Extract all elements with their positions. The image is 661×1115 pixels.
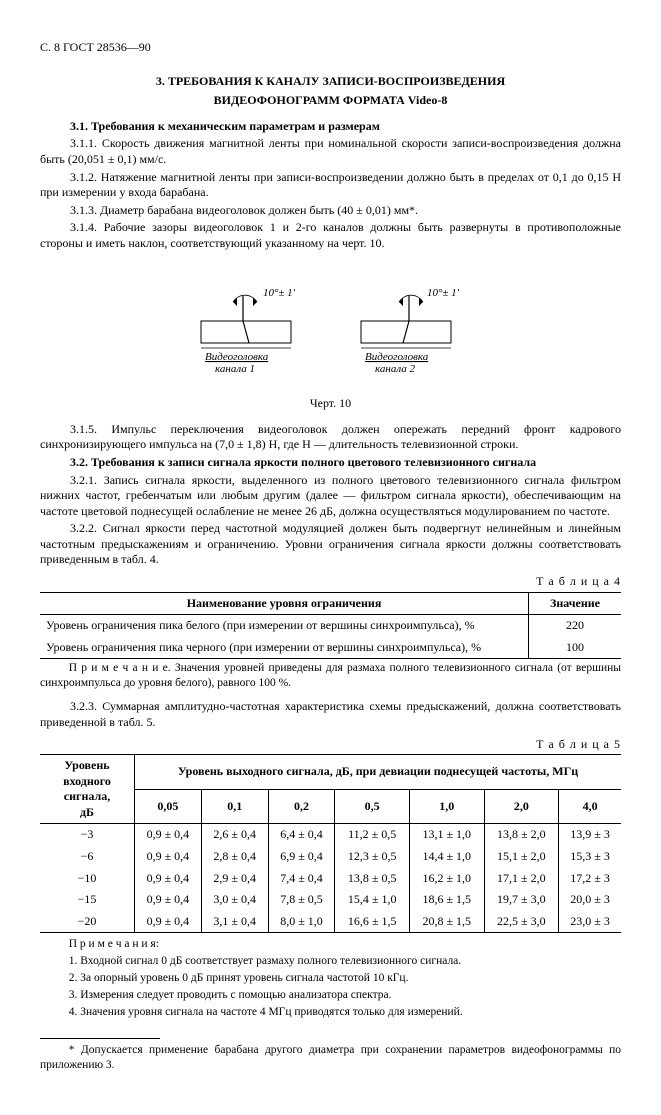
t5-cell: 7,4 ± 0,4 [268,868,335,890]
table-row: −30,9 ± 0,42,6 ± 0,46,4 ± 0,411,2 ± 0,51… [40,824,621,846]
para-3-2-2: 3.2.2. Сигнал яркости перед частотной мо… [40,521,621,568]
t5-cell: 2,6 ± 0,4 [201,824,268,846]
figure-caption: Черт. 10 [40,396,621,412]
t5-n3: 3. Измерения следует проводить с помощью… [40,988,621,1003]
t5-f1: 0,1 [201,789,268,824]
t5-cell: 16,2 ± 1,0 [409,868,484,890]
t5-cell: 22,5 ± 3,0 [484,911,559,933]
angle-label-left: 10°± 1′ [263,287,296,299]
t5-level: −15 [40,889,135,911]
t5-cell: 11,2 ± 0,5 [335,824,410,846]
t5-f3: 0,5 [335,789,410,824]
fig-label1a: Видеоголовка [205,351,269,363]
t5-cell: 7,8 ± 0,5 [268,889,335,911]
t5-n1: 1. Входной сигнал 0 дБ соответствует раз… [40,954,621,969]
t5-f5: 2,0 [484,789,559,824]
t5-notes-head: П р и м е ч а н и я: [40,937,621,952]
t5-cell: 16,6 ± 1,5 [335,911,410,933]
table-row: −60,9 ± 0,42,8 ± 0,46,9 ± 0,412,3 ± 0,51… [40,846,621,868]
table-row: Уровень ограничения пика черного (при из… [40,637,621,659]
t5-level: −6 [40,846,135,868]
t5-cell: 12,3 ± 0,5 [335,846,410,868]
t5-notes: П р и м е ч а н и я: 1. Входной сигнал 0… [40,937,621,1020]
t5-cell: 17,2 ± 3 [559,868,621,890]
t4-v1: 220 [529,615,622,637]
para-3-1-3: 3.1.3. Диаметр барабана видеоголовок дол… [40,203,621,219]
t5-cell: 14,4 ± 1,0 [409,846,484,868]
t4-h1: Наименование уровня ограничения [40,592,529,615]
para-3-1-1: 3.1.1. Скорость движения магнитной ленты… [40,136,621,167]
para-3-1-5: 3.1.5. Импульс переключения видеоголовок… [40,422,621,453]
page-header: С. 8 ГОСТ 28536—90 [40,40,621,56]
t5-f6: 4,0 [559,789,621,824]
table-row: −200,9 ± 0,43,1 ± 0,48,0 ± 1,016,6 ± 1,5… [40,911,621,933]
t5-cell: 0,9 ± 0,4 [135,824,202,846]
t5-cell: 0,9 ± 0,4 [135,889,202,911]
figure-10: 10°± 1′ Видеоголовка канала 1 10°± 1′ Ви… [40,266,621,412]
t5-cell: 15,1 ± 2,0 [484,846,559,868]
table-5: Уровень входного сигнала, дБ Уровень вых… [40,754,621,933]
t5-lefthead-3: дБ [80,805,94,819]
t5-cell: 19,7 ± 3,0 [484,889,559,911]
table-row: Уровень ограничения пика белого (при изм… [40,615,621,637]
t5-cell: 13,1 ± 1,0 [409,824,484,846]
footnote: * Допускается применение барабана другог… [40,1043,621,1073]
table5-label: Т а б л и ц а 5 [40,737,621,753]
table-row: −150,9 ± 0,43,0 ± 0,47,8 ± 0,515,4 ± 1,0… [40,889,621,911]
t5-cell: 6,4 ± 0,4 [268,824,335,846]
t5-cell: 2,9 ± 0,4 [201,868,268,890]
t5-cell: 18,6 ± 1,5 [409,889,484,911]
t4-r1: Уровень ограничения пика белого (при изм… [40,615,529,637]
t5-cell: 15,4 ± 1,0 [335,889,410,911]
t5-cell: 20,0 ± 3 [559,889,621,911]
t4-v2: 100 [529,637,622,659]
t5-level: −3 [40,824,135,846]
t5-cell: 6,9 ± 0,4 [268,846,335,868]
t5-cell: 23,0 ± 3 [559,911,621,933]
t5-lefthead-2: входного сигнала, [63,774,111,804]
t5-lefthead-1: Уровень [64,758,109,772]
t5-cell: 15,3 ± 3 [559,846,621,868]
fig-label2b: канала 2 [375,363,416,375]
t5-cell: 17,1 ± 2,0 [484,868,559,890]
t5-cell: 13,9 ± 3 [559,824,621,846]
table-row: −100,9 ± 0,42,9 ± 0,47,4 ± 0,413,8 ± 0,5… [40,868,621,890]
section-title-line2: ВИДЕОФОНОГРАММ ФОРМАТА Video-8 [40,93,621,109]
para-3-2-3: 3.2.3. Суммарная амплитудно-частотная ха… [40,699,621,730]
angle-label-right: 10°± 1′ [427,287,460,299]
t5-cell: 0,9 ± 0,4 [135,868,202,890]
footnote-separator [40,1038,160,1039]
t5-cell: 0,9 ± 0,4 [135,911,202,933]
t5-cell: 0,9 ± 0,4 [135,846,202,868]
t5-cell: 13,8 ± 2,0 [484,824,559,846]
table4-label: Т а б л и ц а 4 [40,574,621,590]
heading-3-2: 3.2. Требования к записи сигнала яркости… [70,455,536,469]
para-3-1-4: 3.1.4. Рабочие зазоры видеоголовок 1 и 2… [40,220,621,251]
heading-3-1: 3.1. Требования к механическим параметра… [70,119,380,133]
t5-superhead: Уровень выходного сигнала, дБ, при девиа… [135,755,622,790]
fig-label2a: Видеоголовка [365,351,429,363]
t5-f2: 0,2 [268,789,335,824]
t5-cell: 3,0 ± 0,4 [201,889,268,911]
t4-r2: Уровень ограничения пика черного (при из… [40,637,529,659]
para-3-1-2: 3.1.2. Натяжение магнитной ленты при зап… [40,170,621,201]
t4-h2: Значение [529,592,622,615]
t5-f0: 0,05 [135,789,202,824]
t5-cell: 8,0 ± 1,0 [268,911,335,933]
t5-cell: 3,1 ± 0,4 [201,911,268,933]
t5-f4: 1,0 [409,789,484,824]
t5-n2: 2. За опорный уровень 0 дБ принят уровен… [40,971,621,986]
t5-n4: 4. Значения уровня сигнала на частоте 4 … [40,1005,621,1020]
t5-level: −20 [40,911,135,933]
t5-level: −10 [40,868,135,890]
t5-cell: 2,8 ± 0,4 [201,846,268,868]
fig-label1b: канала 1 [215,363,255,375]
t5-cell: 13,8 ± 0,5 [335,868,410,890]
para-3-2-1: 3.2.1. Запись сигнала яркости, выделенно… [40,473,621,520]
section-title-line1: 3. ТРЕБОВАНИЯ К КАНАЛУ ЗАПИСИ-ВОСПРОИЗВЕ… [40,74,621,90]
t4-note: П р и м е ч а н и е. Значения уровней пр… [40,661,621,691]
table-4: Наименование уровня ограничения Значение… [40,592,621,660]
t5-cell: 20,8 ± 1,5 [409,911,484,933]
